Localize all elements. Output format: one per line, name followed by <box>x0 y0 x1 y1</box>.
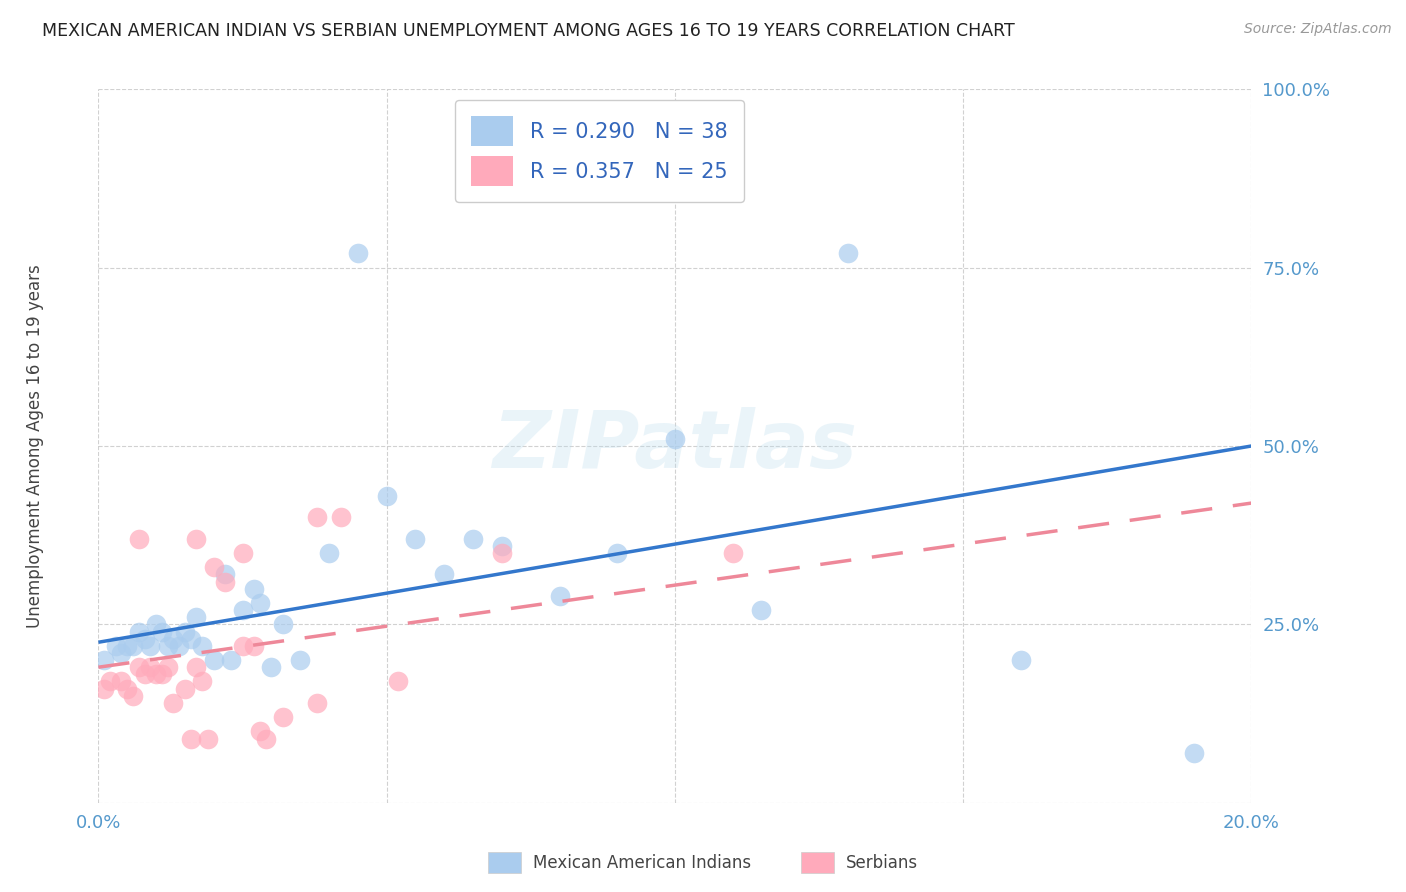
Point <box>461 532 484 546</box>
Point <box>548 589 571 603</box>
Point <box>104 639 127 653</box>
Point <box>145 667 167 681</box>
Point <box>307 510 329 524</box>
Point <box>375 489 398 503</box>
Point <box>491 539 513 553</box>
Point <box>186 532 208 546</box>
Text: ZIPatlas: ZIPatlas <box>492 407 858 485</box>
Point <box>243 639 266 653</box>
Point <box>254 731 277 746</box>
Point <box>214 567 236 582</box>
Point <box>128 624 150 639</box>
Legend: Mexican American Indians, Serbians: Mexican American Indians, Serbians <box>481 846 925 880</box>
Point <box>202 653 225 667</box>
Text: Source: ZipAtlas.com: Source: ZipAtlas.com <box>1244 22 1392 37</box>
Point <box>110 674 132 689</box>
Point <box>1182 746 1205 760</box>
Point <box>329 510 352 524</box>
Point <box>249 724 271 739</box>
Point <box>180 731 202 746</box>
Point <box>231 603 254 617</box>
Point <box>139 639 162 653</box>
Point <box>318 546 340 560</box>
Point <box>117 681 138 696</box>
Point <box>180 632 202 646</box>
Point <box>110 646 132 660</box>
Point <box>93 653 115 667</box>
Point <box>249 596 271 610</box>
Point <box>134 632 156 646</box>
Point <box>191 639 214 653</box>
Point <box>214 574 236 589</box>
Point <box>260 660 283 674</box>
Point <box>231 639 254 653</box>
Text: Unemployment Among Ages 16 to 19 years: Unemployment Among Ages 16 to 19 years <box>27 264 44 628</box>
Point <box>219 653 242 667</box>
Point <box>606 546 628 560</box>
Point <box>271 710 294 724</box>
Text: MEXICAN AMERICAN INDIAN VS SERBIAN UNEMPLOYMENT AMONG AGES 16 TO 19 YEARS CORREL: MEXICAN AMERICAN INDIAN VS SERBIAN UNEMP… <box>42 22 1015 40</box>
Point <box>167 639 190 653</box>
Point <box>751 603 773 617</box>
Point <box>128 660 150 674</box>
Point <box>162 632 184 646</box>
Point <box>271 617 294 632</box>
Point <box>191 674 214 689</box>
Point <box>243 582 266 596</box>
Point <box>122 639 145 653</box>
Point <box>231 546 254 560</box>
Point <box>1010 653 1032 667</box>
Point <box>290 653 312 667</box>
Point <box>202 560 225 574</box>
Point <box>491 546 513 560</box>
Point <box>174 624 197 639</box>
Point <box>139 660 162 674</box>
Point <box>174 681 197 696</box>
Point <box>346 246 368 260</box>
Point <box>134 667 156 681</box>
Point <box>433 567 456 582</box>
Point <box>145 617 167 632</box>
Legend: R = 0.290   N = 38, R = 0.357   N = 25: R = 0.290 N = 38, R = 0.357 N = 25 <box>454 100 744 202</box>
Point <box>405 532 427 546</box>
Point <box>197 731 219 746</box>
Point <box>128 532 150 546</box>
Point <box>156 660 179 674</box>
Point <box>98 674 121 689</box>
Point <box>837 246 859 260</box>
Point <box>150 624 173 639</box>
Point <box>307 696 329 710</box>
Point <box>156 639 179 653</box>
Point <box>117 639 138 653</box>
Point <box>186 660 208 674</box>
Point <box>664 432 686 446</box>
Point <box>122 689 145 703</box>
Point <box>387 674 409 689</box>
Point <box>162 696 184 710</box>
Point <box>186 610 208 624</box>
Point <box>150 667 173 681</box>
Point <box>721 546 744 560</box>
Point <box>93 681 115 696</box>
